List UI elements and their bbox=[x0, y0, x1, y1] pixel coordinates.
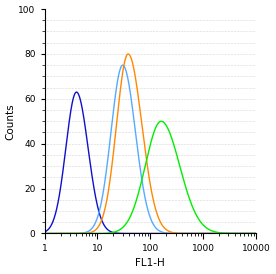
Y-axis label: Counts: Counts bbox=[6, 103, 15, 139]
X-axis label: FL1-H: FL1-H bbox=[136, 258, 165, 269]
